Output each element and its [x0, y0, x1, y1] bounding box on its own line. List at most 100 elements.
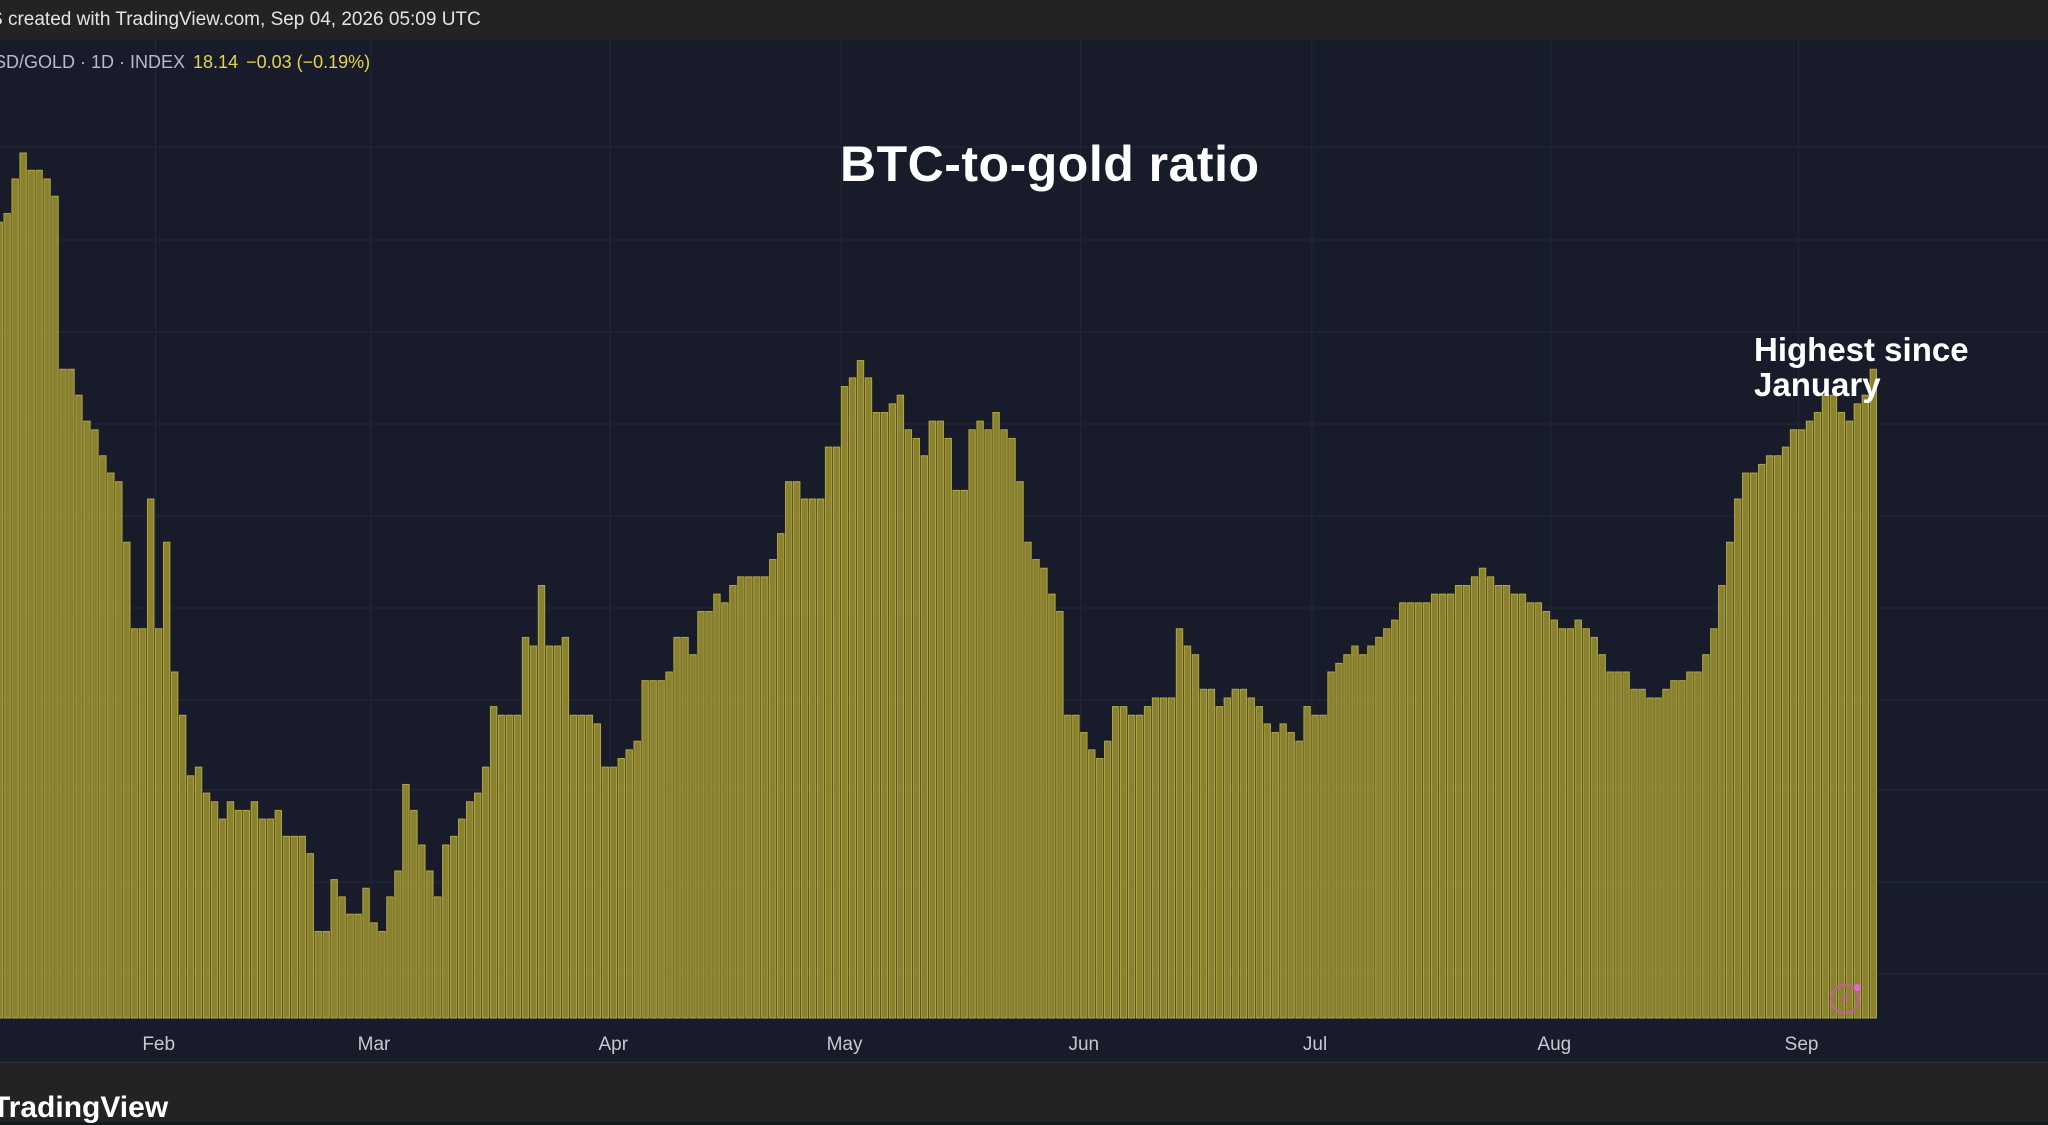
bar[interactable]: [705, 610, 713, 1019]
bar[interactable]: [737, 576, 745, 1019]
bar[interactable]: [1869, 368, 1878, 1019]
bar[interactable]: [1478, 567, 1487, 1019]
bar[interactable]: [1335, 662, 1343, 1019]
bar[interactable]: [816, 498, 825, 1019]
bar[interactable]: [1662, 688, 1670, 1019]
bar[interactable]: [1359, 654, 1367, 1019]
bar[interactable]: [1558, 628, 1566, 1019]
bar[interactable]: [1470, 576, 1479, 1019]
bar[interactable]: [458, 818, 466, 1019]
bar[interactable]: [1112, 706, 1120, 1019]
bar[interactable]: [258, 818, 267, 1019]
bar[interactable]: [466, 801, 474, 1019]
bar[interactable]: [338, 896, 346, 1019]
bar[interactable]: [1104, 740, 1112, 1019]
bar[interactable]: [3, 213, 11, 1019]
bar[interactable]: [729, 585, 737, 1019]
bar[interactable]: [976, 420, 984, 1019]
bar[interactable]: [505, 714, 514, 1019]
bar[interactable]: [920, 455, 928, 1019]
bar[interactable]: [1048, 593, 1056, 1019]
bar[interactable]: [434, 896, 442, 1019]
bar[interactable]: [1032, 559, 1040, 1019]
bar[interactable]: [1534, 602, 1543, 1019]
bar[interactable]: [426, 870, 434, 1019]
bar[interactable]: [1303, 706, 1311, 1019]
bar[interactable]: [266, 818, 275, 1019]
bar[interactable]: [1566, 628, 1574, 1019]
bar[interactable]: [226, 801, 235, 1019]
bar[interactable]: [99, 455, 107, 1019]
bar[interactable]: [1247, 697, 1255, 1019]
bar[interactable]: [1183, 645, 1192, 1019]
bar[interactable]: [880, 412, 889, 1019]
bar[interactable]: [1694, 671, 1702, 1019]
bar[interactable]: [1239, 688, 1247, 1019]
bar[interactable]: [936, 420, 944, 1019]
bar[interactable]: [1821, 394, 1830, 1019]
bar[interactable]: [569, 714, 578, 1019]
bar[interactable]: [1829, 394, 1838, 1019]
bar[interactable]: [1175, 628, 1184, 1019]
bar[interactable]: [952, 489, 960, 1019]
bar[interactable]: [1391, 619, 1399, 1019]
bar[interactable]: [577, 714, 586, 1019]
bar[interactable]: [1000, 429, 1008, 1019]
bar[interactable]: [529, 645, 538, 1019]
bar[interactable]: [1654, 697, 1662, 1019]
bar[interactable]: [713, 593, 721, 1019]
bar[interactable]: [1327, 671, 1335, 1019]
bar[interactable]: [1598, 654, 1606, 1019]
bar[interactable]: [1686, 671, 1694, 1019]
bar[interactable]: [0, 221, 3, 1019]
bar[interactable]: [1670, 680, 1678, 1019]
bar[interactable]: [370, 922, 378, 1019]
bar[interactable]: [418, 844, 426, 1019]
bar[interactable]: [984, 429, 992, 1019]
bar[interactable]: [1024, 541, 1032, 1019]
bar[interactable]: [1510, 593, 1519, 1019]
bar[interactable]: [1263, 723, 1271, 1019]
bar[interactable]: [322, 931, 330, 1019]
bar[interactable]: [657, 680, 665, 1019]
bar[interactable]: [1718, 585, 1726, 1019]
bar[interactable]: [561, 636, 570, 1019]
bar[interactable]: [840, 386, 849, 1019]
bar[interactable]: [1813, 412, 1822, 1019]
bar[interactable]: [43, 178, 51, 1019]
bar[interactable]: [1630, 688, 1638, 1019]
bar[interactable]: [83, 420, 91, 1019]
chart-svg[interactable]: Feb Mar Apr May Jun Jul Aug Sep: [0, 0, 2048, 1062]
bar[interactable]: [194, 766, 203, 1019]
bar[interactable]: [800, 498, 809, 1019]
bar[interactable]: [290, 835, 298, 1019]
bar[interactable]: [785, 481, 793, 1019]
bar[interactable]: [394, 870, 402, 1019]
bar[interactable]: [1710, 628, 1718, 1019]
bar[interactable]: [147, 498, 155, 1019]
bar[interactable]: [1199, 688, 1208, 1019]
bar[interactable]: [481, 766, 490, 1019]
bar[interactable]: [306, 853, 314, 1019]
bar[interactable]: [274, 809, 283, 1019]
bar[interactable]: [537, 585, 546, 1019]
bar[interactable]: [242, 809, 251, 1019]
bar[interactable]: [1383, 628, 1391, 1019]
bar[interactable]: [210, 801, 219, 1019]
bar[interactable]: [1574, 619, 1582, 1019]
bar[interactable]: [1279, 723, 1287, 1019]
lightning-bolt-icon[interactable]: ⚡: [1830, 984, 1860, 1014]
bar[interactable]: [960, 489, 968, 1019]
bar[interactable]: [1375, 636, 1383, 1019]
bar[interactable]: [11, 178, 19, 1019]
bar[interactable]: [912, 437, 921, 1019]
bar[interactable]: [872, 412, 881, 1019]
bar[interactable]: [1582, 628, 1590, 1019]
bar[interactable]: [1319, 714, 1327, 1019]
bar[interactable]: [1622, 671, 1630, 1019]
bar[interactable]: [1207, 688, 1216, 1019]
bar[interactable]: [1638, 688, 1646, 1019]
bar[interactable]: [649, 680, 657, 1019]
bar[interactable]: [442, 844, 450, 1019]
bar[interactable]: [625, 749, 633, 1019]
